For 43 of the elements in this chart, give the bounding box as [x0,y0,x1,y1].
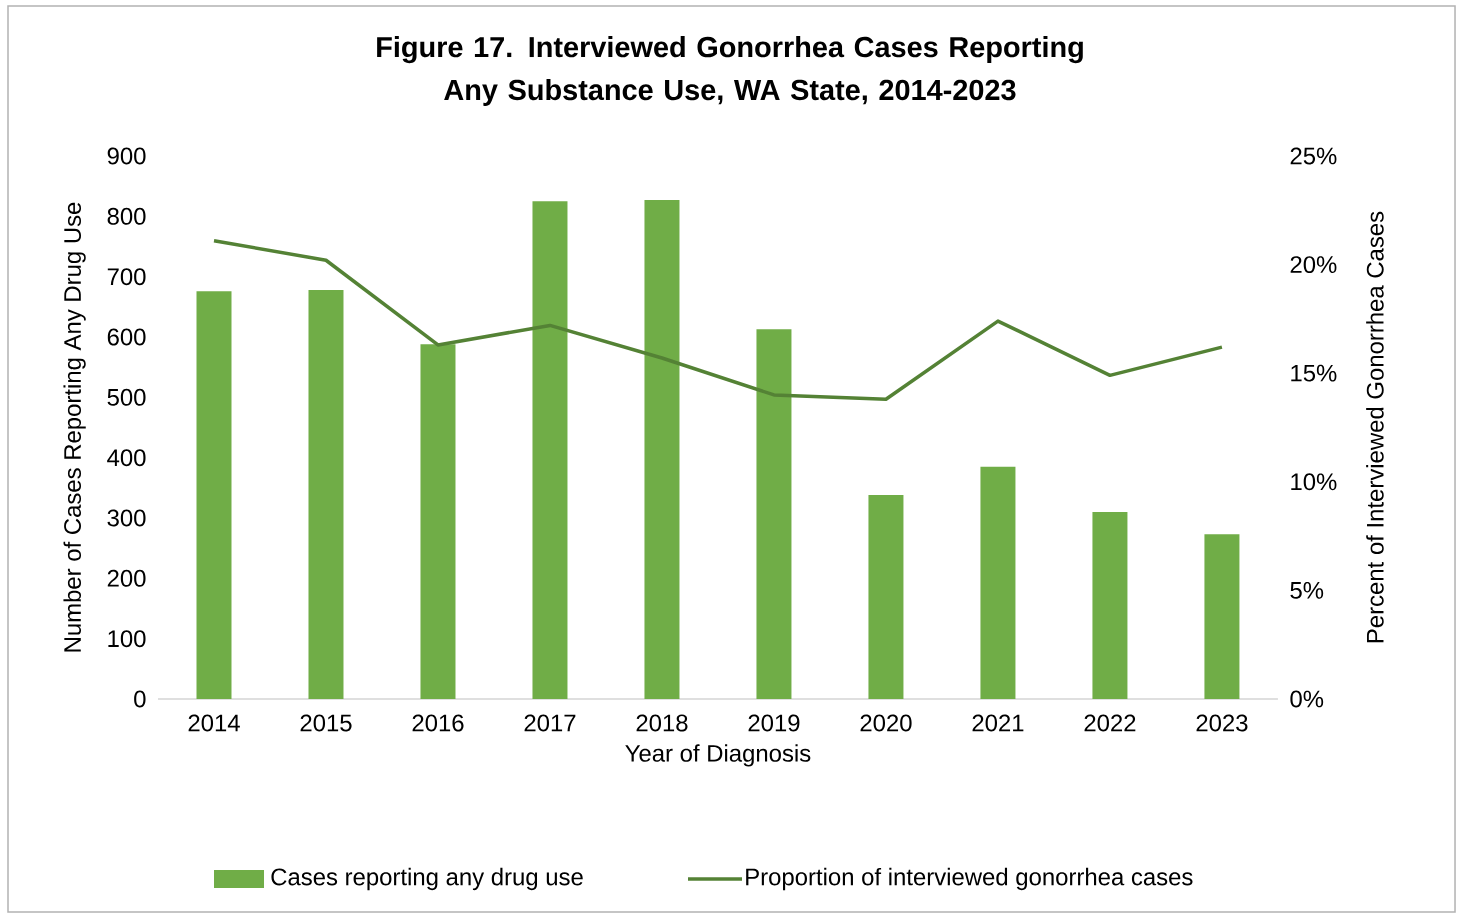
chart-title: Figure 17. Interviewed Gonorrhea Cases Reporting Any Substance Use, WA State, 2014-2023 [377,36,1083,106]
x-tick-label: 2014 [188,714,240,732]
y-tick-label: 600 [107,328,146,346]
x-tick-label: 2017 [524,714,576,732]
y-tick-label: 800 [107,207,146,225]
x-tick-label: 2016 [412,714,464,732]
x-tick-label: 2020 [860,714,912,732]
y2-tick-label: 0% [1290,690,1324,708]
x-tick-label: 2021 [972,714,1024,732]
y-tick-label: 100 [108,630,146,648]
bar [1204,534,1240,699]
legend-label: Cases reporting any drug use [271,867,583,891]
bar [868,495,904,699]
x-tick-label: 2022 [1084,714,1136,732]
y2-tick-label: 5% [1290,581,1324,599]
y-axis-title: Number of Cases Reporting Any Drug Use [63,202,86,652]
y-tick-label: 400 [107,449,146,467]
y2-tick-label: 10% [1291,473,1337,491]
x-tick-label: 2015 [300,714,352,732]
bar [1092,511,1128,699]
bar [308,289,344,699]
bar [420,344,456,699]
y-tick-label: 700 [107,268,146,286]
y-tick-label: 0 [134,690,146,708]
x-tick-label: 2023 [1196,714,1248,732]
y-tick-label: 900 [107,147,146,165]
y2-tick-label: 20% [1290,256,1337,274]
bar [196,291,232,699]
bar [980,466,1016,699]
y-tick-label: 500 [107,388,146,406]
y2-tick-label: 15% [1291,364,1337,382]
x-axis-title: Year of Diagnosis [625,744,811,767]
bar [644,200,680,699]
y-tick-label: 200 [107,569,146,587]
y2-axis-title: Percent of Interviewed Gonorrhea Cases [1366,211,1384,643]
line-series [212,238,1224,402]
x-tick-label: 2019 [748,714,800,732]
legend-label: Proportion of interviewed gonorrhea cases [746,867,1193,891]
bar [532,201,568,699]
y2-tick-label: 25% [1290,147,1337,165]
bar [756,329,792,699]
x-tick-label: 2018 [636,714,688,732]
y-tick-label: 300 [107,509,146,527]
